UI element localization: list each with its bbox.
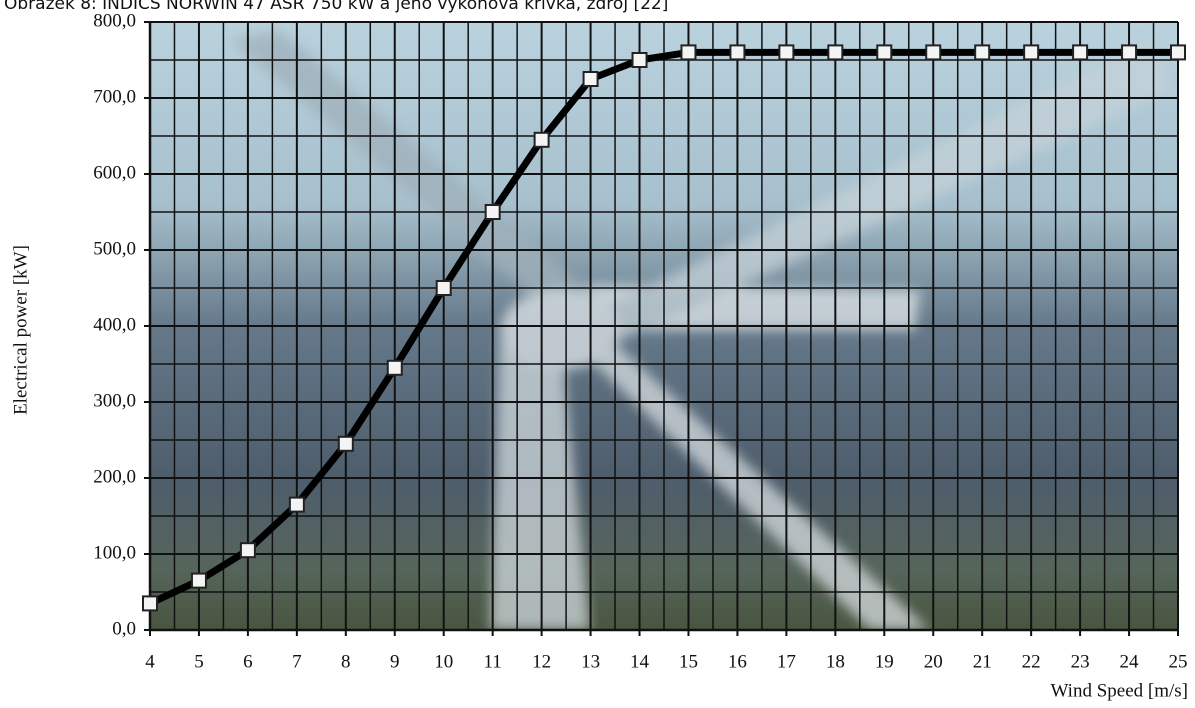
- x-tick-label: 13: [581, 651, 600, 672]
- point-marker: [1171, 45, 1185, 59]
- point-marker: [437, 281, 451, 295]
- point-marker: [143, 596, 157, 610]
- point-marker: [339, 437, 353, 451]
- point-marker: [486, 205, 500, 219]
- x-tick-label: 4: [145, 651, 155, 672]
- x-tick-label: 8: [341, 651, 351, 672]
- x-tick-label: 15: [679, 651, 698, 672]
- point-marker: [828, 45, 842, 59]
- y-tick-label: 400,0: [93, 314, 136, 335]
- x-tick-label: 11: [484, 651, 502, 672]
- x-tick-label: 24: [1120, 651, 1140, 672]
- point-marker: [584, 72, 598, 86]
- x-tick-label: 23: [1071, 651, 1090, 672]
- x-tick-label: 5: [194, 651, 204, 672]
- x-tick-label: 22: [1022, 651, 1041, 672]
- point-marker: [926, 45, 940, 59]
- point-marker: [975, 45, 989, 59]
- y-tick-label: 300,0: [93, 390, 136, 411]
- y-tick-label: 600,0: [93, 162, 136, 183]
- point-marker: [192, 574, 206, 588]
- point-marker: [877, 45, 891, 59]
- point-marker: [730, 45, 744, 59]
- point-marker: [535, 133, 549, 147]
- y-tick-label: 100,0: [93, 542, 136, 563]
- x-tick-label: 14: [630, 651, 650, 672]
- chart: Obrázek 8: INDICS NORWIN 47 ASR 750 kW a…: [0, 0, 1195, 708]
- point-marker: [388, 361, 402, 375]
- y-tick-label: 800,0: [93, 10, 136, 31]
- y-tick-label: 0,0: [112, 618, 136, 639]
- point-marker: [633, 53, 647, 67]
- x-tick-label: 12: [532, 651, 551, 672]
- x-tick-label: 6: [243, 651, 253, 672]
- x-tick-label: 21: [973, 651, 992, 672]
- point-marker: [1122, 45, 1136, 59]
- point-marker: [779, 45, 793, 59]
- x-tick-label: 17: [777, 651, 796, 672]
- point-marker: [1024, 45, 1038, 59]
- point-marker: [1073, 45, 1087, 59]
- x-tick-label: 25: [1169, 651, 1188, 672]
- x-tick-label: 16: [728, 651, 747, 672]
- point-marker: [681, 45, 695, 59]
- x-tick-label: 7: [292, 651, 302, 672]
- y-axis-label: Electrical power [kW]: [10, 245, 31, 415]
- x-tick-label: 9: [390, 651, 400, 672]
- x-tick-label: 18: [826, 651, 845, 672]
- y-tick-label: 200,0: [93, 466, 136, 487]
- y-tick-label: 700,0: [93, 86, 136, 107]
- y-tick-label: 500,0: [93, 238, 136, 259]
- x-axis-label: Wind Speed [m/s]: [1051, 680, 1189, 701]
- point-marker: [241, 543, 255, 557]
- x-tick-label: 10: [434, 651, 453, 672]
- point-marker: [290, 498, 304, 512]
- x-tick-label: 19: [875, 651, 894, 672]
- x-tick-label: 20: [924, 651, 943, 672]
